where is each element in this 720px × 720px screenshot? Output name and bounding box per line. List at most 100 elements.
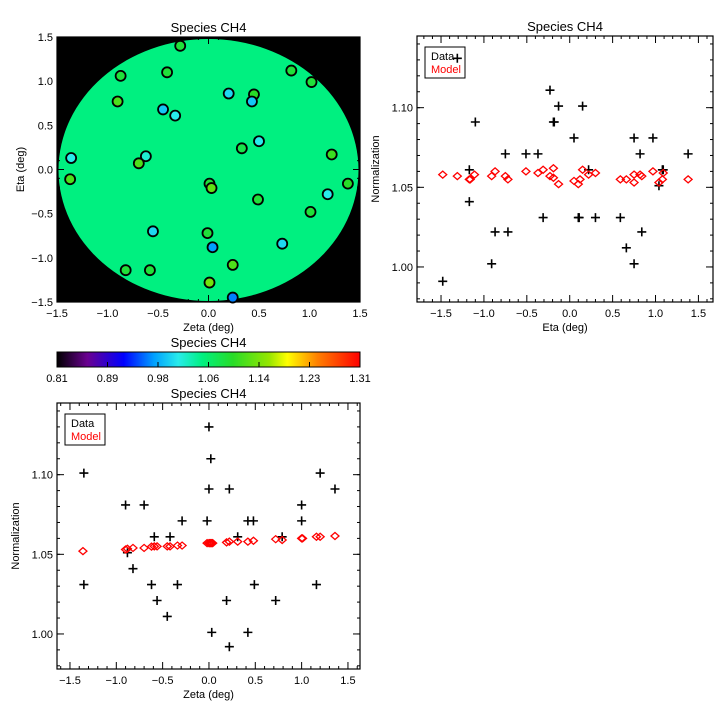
map-point (169, 109, 182, 122)
y-tick-label: −0.5 (31, 209, 53, 221)
x-axis-label: Eta (deg) (542, 322, 587, 334)
map-point (114, 69, 127, 82)
x-axis-label: Zeta (deg) (183, 689, 234, 701)
chart-title: Species CH4 (171, 20, 247, 35)
model-point (139, 543, 150, 553)
model-point (538, 165, 549, 175)
x-tick-label: 1.5 (691, 308, 706, 320)
map-point (325, 148, 338, 161)
x-tick-label: −1.0 (473, 308, 495, 320)
y-axis-label: Normalization (370, 135, 382, 202)
map-point (276, 237, 289, 250)
data-point (139, 500, 149, 510)
data-point (464, 165, 474, 175)
data-point (249, 580, 259, 590)
colorbar-title: Species CH4 (171, 335, 247, 350)
data-point (635, 149, 645, 159)
model-point (149, 541, 160, 551)
legend-box (64, 413, 106, 446)
data-point (521, 149, 531, 159)
model-point (629, 178, 640, 187)
map-point (111, 95, 124, 108)
model-point (657, 174, 668, 184)
data-point (162, 611, 172, 621)
data-point (207, 627, 217, 637)
map-point (64, 173, 77, 186)
data-point (549, 117, 559, 127)
data-point (297, 500, 307, 510)
chart-scatter-1: Species CH4 −1.5 −1.0 −0.5 0.0 0.5 1.0 1.5 1.00 1… (370, 19, 714, 334)
x-axis-label: Zeta (deg) (183, 322, 234, 334)
x-tick-label: 0.5 (248, 675, 263, 687)
chart-title: Species CH4 (171, 386, 247, 401)
plot-frame (56, 402, 361, 670)
x-tick-label: −0.5 (516, 308, 538, 320)
y-tick-label: 1.00 (392, 262, 413, 274)
map-point (285, 64, 298, 77)
x-tick-label: 0.0 (201, 675, 216, 687)
data-point (500, 149, 510, 159)
data-point (79, 468, 89, 478)
data-point (224, 642, 234, 652)
model-point (165, 541, 176, 551)
data-point (538, 213, 548, 223)
data-point (224, 484, 234, 494)
data-point (202, 516, 212, 526)
model-point (172, 541, 183, 550)
x-tick-label: 1.0 (294, 675, 309, 687)
chart-title: Species CH4 (527, 19, 603, 34)
data-point (438, 276, 448, 286)
data-point (149, 532, 159, 542)
model-point (647, 167, 658, 176)
model-point (548, 163, 559, 173)
data-point (206, 454, 216, 464)
y-tick-label: 1.10 (392, 103, 413, 115)
y-tick-label: 1.5 (38, 32, 53, 44)
map-point (132, 157, 145, 170)
model-point (683, 174, 694, 184)
colorbar-label: 0.81 (46, 373, 67, 385)
model-point (629, 170, 640, 179)
map-point (201, 227, 214, 240)
data-point (578, 101, 588, 111)
x-tick-label: 0.0 (562, 308, 577, 320)
data-point (177, 516, 187, 526)
data-point (204, 422, 214, 432)
model-point (490, 167, 501, 176)
map-disk (58, 39, 359, 301)
y-tick-label: 1.00 (32, 629, 53, 641)
y-axis-label: Normalization (10, 502, 22, 569)
data-point (615, 213, 625, 223)
map-point (321, 188, 334, 201)
y-tick-label: 0.0 (38, 165, 53, 177)
x-tick-label: 0.5 (251, 308, 266, 320)
model-point (486, 171, 497, 181)
map-point (222, 87, 235, 100)
data-point (271, 596, 281, 606)
data-point (487, 259, 497, 269)
map-point (119, 264, 132, 277)
model-point (207, 538, 218, 548)
x-tick-label: −1.0 (97, 308, 119, 320)
map-point (304, 205, 317, 218)
model-point (152, 541, 163, 551)
data-point (311, 580, 321, 590)
model-point (573, 179, 584, 189)
map-point (252, 193, 264, 206)
colorbar-label: 0.89 (97, 373, 118, 385)
y-tick-label: −1.5 (31, 297, 53, 309)
data-point (330, 484, 340, 494)
map-point (341, 177, 354, 190)
colorbar: Species CH4 0.81 0.89 0.98 1.06 1.14 1.23 1.31 (46, 335, 370, 385)
model-point (590, 168, 601, 178)
data-point (152, 596, 162, 606)
y-tick-label: 1.10 (32, 470, 53, 482)
x-tick-label: 1.5 (340, 675, 355, 687)
model-point (242, 537, 253, 546)
map-point (206, 241, 219, 254)
model-point (658, 168, 669, 178)
data-point (648, 133, 658, 143)
map-point (65, 152, 78, 164)
